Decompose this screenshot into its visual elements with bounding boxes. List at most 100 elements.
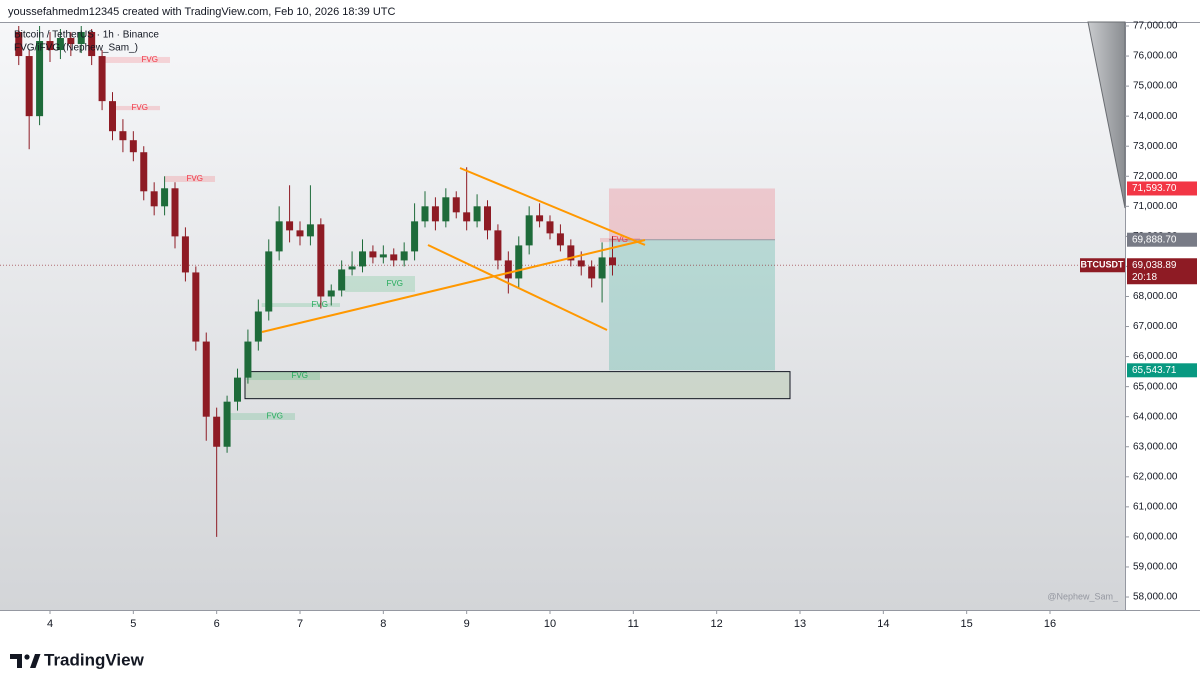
candle-body [338,269,346,291]
candle-body [140,152,148,192]
trend-line [427,244,608,331]
candle-body [171,188,179,237]
y-tick-label: 61,000.00 [1133,501,1178,512]
logo-text: TradingView [44,650,145,669]
fvg-label: FVG [387,279,403,288]
header-text: youssefahmedm12345 created with TradingV… [8,6,396,18]
candle-body [36,41,44,117]
x-tick-label: 5 [130,618,136,630]
candle-body [473,206,481,222]
candle-body [598,257,606,279]
trend-line [261,239,646,333]
candle-body [390,254,398,261]
price-label-box [1127,232,1197,247]
fvg-label: FVG [267,412,283,421]
price-label: 69,888.70 [1132,234,1177,245]
candle-body [577,260,585,267]
y-tick-label: 62,000.00 [1133,471,1178,482]
x-tick-label: 15 [961,618,973,630]
fvg-label: FVG [612,235,628,244]
y-tick-label: 66,000.00 [1133,351,1178,362]
fvg-label: FVG [142,55,158,64]
candle-body [494,230,502,261]
candle-body [504,260,512,279]
y-tick-label: 64,000.00 [1133,411,1178,422]
price-label-box [1127,363,1197,378]
x-tick-label: 13 [794,618,806,630]
y-tick-label: 76,000.00 [1133,51,1178,62]
footer-logo: TradingView [10,650,145,669]
candle-body [588,266,596,279]
y-tick-label: 60,000.00 [1133,532,1178,543]
candle-body [98,56,106,102]
price-label-box [1127,181,1197,196]
y-tick-label: 74,000.00 [1133,111,1178,122]
fvg-zone [100,56,170,63]
candle-body [609,257,616,266]
candle-body [25,56,33,117]
candle-body [119,131,127,141]
x-tick-label: 10 [544,618,556,630]
fvg-label: FVG [292,371,308,380]
y-tick-label: 68,000.00 [1133,291,1178,302]
y-tick-label: 75,000.00 [1133,81,1178,92]
candle-body [442,197,450,222]
candle-body [359,251,366,267]
y-tick-label: 73,000.00 [1133,141,1178,152]
x-tick-label: 9 [464,618,470,630]
x-tick-label: 7 [297,618,303,630]
x-tick-label: 16 [1044,618,1056,630]
candle-body [379,254,387,258]
x-tick-label: 8 [380,618,386,630]
price-label: 65,543.71 [1132,365,1177,376]
candle-body [463,212,471,222]
y-tick-label: 63,000.00 [1133,441,1178,452]
y-tick-label: 67,000.00 [1133,321,1178,332]
candle-body [129,140,137,153]
drawing-shape [1087,21,1126,209]
countdown: 20:18 [1132,272,1157,283]
candle-body [306,224,314,237]
x-tick-label: 4 [47,618,53,630]
candle-body [223,401,231,447]
chart-title: Bitcoin / TetherUS · 1h · Binance [14,30,159,41]
indicator-legend: FVG/iFVG (Nephew_Sam_) [14,43,138,54]
x-tick-label: 14 [877,618,889,630]
candle-body [265,251,273,312]
symbol-label: BTCUSDT [1081,260,1124,270]
candle-body [525,215,533,246]
candle-body [546,221,554,234]
logo-icon [10,654,22,668]
fvg-label: FVG [132,103,148,112]
candle-body [192,272,200,342]
candle-body [46,41,54,51]
candle-body [452,197,460,213]
candle-body [327,290,335,297]
y-tick-label: 58,000.00 [1133,592,1178,603]
fvg-label: FVG [312,300,328,309]
candle-body [536,215,544,222]
trend-line [459,167,646,246]
candle-body [234,377,241,402]
price-axis [1125,22,1200,610]
candle-body [88,32,96,57]
fvg-zone [261,303,340,307]
candle-body [411,221,419,252]
candle-body [348,266,356,270]
zone-box [244,371,791,400]
y-tick-label: 65,000.00 [1133,381,1178,392]
y-tick-label: 59,000.00 [1133,562,1178,573]
candle-body [286,221,294,231]
candle-body [202,341,210,417]
price-label: 71,593.70 [1132,183,1177,194]
y-tick-label: 77,000.00 [1133,21,1178,32]
plot-background [0,22,1125,610]
candle-body [369,251,377,258]
candle-body [515,245,523,279]
candle-body [254,311,262,342]
candle-body [56,38,64,51]
stop-zone [609,188,775,240]
price-label: 69,038.89 [1132,260,1177,271]
fvg-zone [230,413,295,421]
